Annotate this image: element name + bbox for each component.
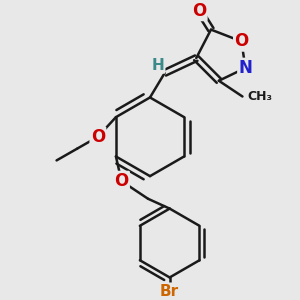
Text: O: O — [91, 128, 105, 146]
Text: N: N — [238, 59, 252, 77]
Text: H: H — [152, 58, 164, 73]
Text: O: O — [192, 2, 206, 20]
Text: CH₃: CH₃ — [248, 90, 272, 103]
Text: Br: Br — [160, 284, 179, 299]
Text: O: O — [114, 172, 129, 190]
Text: O: O — [234, 32, 249, 50]
